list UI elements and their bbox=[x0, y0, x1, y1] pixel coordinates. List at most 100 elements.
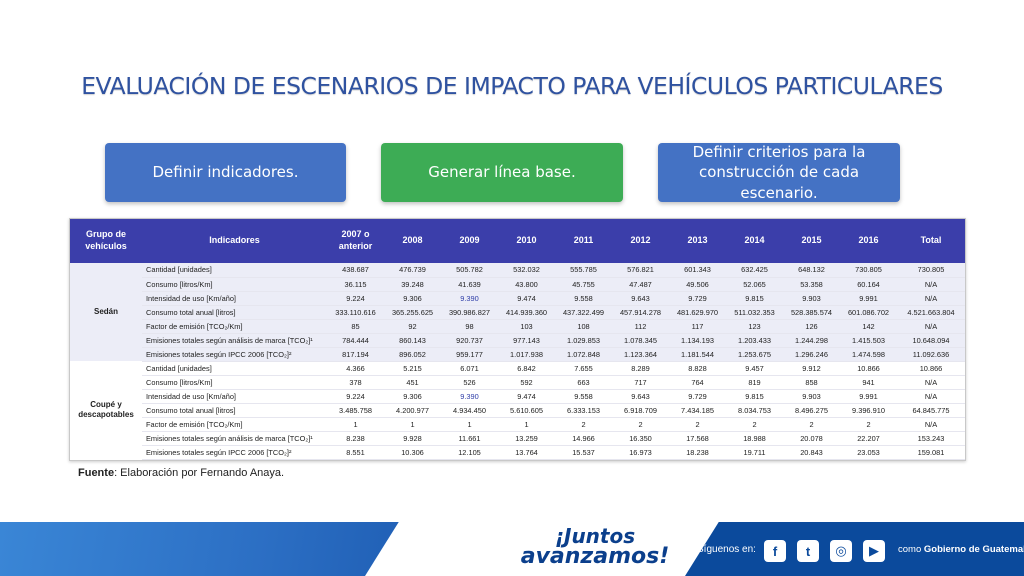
youtube-icon[interactable]: ▶ bbox=[863, 540, 885, 562]
twitter-icon[interactable]: t bbox=[797, 540, 819, 562]
col-header-2013: 2013 bbox=[669, 219, 726, 263]
value-cell: 9.991 bbox=[840, 291, 897, 306]
value-cell: 8.828 bbox=[669, 361, 726, 376]
value-cell: 1 bbox=[498, 417, 555, 432]
value-cell: 39.248 bbox=[384, 277, 441, 292]
value-cell: 117 bbox=[669, 319, 726, 334]
value-cell: N/A bbox=[897, 319, 965, 334]
value-cell: 6.918.709 bbox=[612, 403, 669, 418]
source-label: Fuente bbox=[78, 467, 115, 479]
col-header-2011: 2011 bbox=[555, 219, 612, 263]
step-label: Generar línea base. bbox=[428, 163, 576, 182]
value-cell: 9.390 bbox=[441, 389, 498, 404]
instagram-icon[interactable]: ◎ bbox=[830, 540, 852, 562]
step-label: Definir criterios para la construcción d… bbox=[658, 142, 900, 203]
value-cell: 9.558 bbox=[555, 291, 612, 306]
value-cell: 555.785 bbox=[555, 263, 612, 278]
value-cell: 123 bbox=[726, 319, 783, 334]
step-generate-baseline: Generar línea base. bbox=[381, 143, 623, 202]
value-cell: 41.639 bbox=[441, 277, 498, 292]
table-row: Consumo [litros/Km] 378 451 526 592 663 717 764… bbox=[70, 375, 965, 390]
value-cell: 5.215 bbox=[384, 361, 441, 376]
value-cell: 6.333.153 bbox=[555, 403, 612, 418]
value-cell: 14.966 bbox=[555, 431, 612, 446]
value-cell: 4.200.977 bbox=[384, 403, 441, 418]
value-cell: 9.474 bbox=[498, 389, 555, 404]
col-header-2012: 2012 bbox=[612, 219, 669, 263]
value-cell: 8.551 bbox=[327, 445, 384, 460]
value-cell: N/A bbox=[897, 417, 965, 432]
value-cell: 9.306 bbox=[384, 389, 441, 404]
value-cell: 52.065 bbox=[726, 277, 783, 292]
table-row: Sedán Cantidad [unidades] 438.687 476.739 50… bbox=[70, 263, 965, 361]
value-cell: 9.815 bbox=[726, 291, 783, 306]
value-cell: N/A bbox=[897, 277, 965, 292]
value-cell: 1.474.598 bbox=[840, 347, 897, 362]
value-cell: 1.017.938 bbox=[498, 347, 555, 362]
value-cell: 16.973 bbox=[612, 445, 669, 460]
table-row: Consumo total anual [litros] 3.485.758 4.2… bbox=[70, 403, 965, 418]
value-cell: 1.181.544 bbox=[669, 347, 726, 362]
slogan-line1: ¡Juntos bbox=[554, 524, 636, 548]
value-cell: 112 bbox=[612, 319, 669, 334]
social-handle: como Gobierno de Guatemala bbox=[898, 544, 1024, 555]
value-cell: 860.143 bbox=[384, 333, 441, 348]
value-cell: 2 bbox=[555, 417, 612, 432]
value-cell: 1.072.848 bbox=[555, 347, 612, 362]
slide-title: EVALUACIÓN DE ESCENARIOS DE IMPACTO PARA… bbox=[81, 72, 943, 100]
value-cell: 4.521.663.804 bbox=[897, 305, 965, 320]
value-cell: 8.034.753 bbox=[726, 403, 783, 418]
facebook-icon[interactable]: f bbox=[764, 540, 786, 562]
value-cell: 20.843 bbox=[783, 445, 840, 460]
value-cell: 858 bbox=[783, 375, 840, 390]
value-cell: 53.358 bbox=[783, 277, 840, 292]
value-cell: 12.105 bbox=[441, 445, 498, 460]
value-cell: 47.487 bbox=[612, 277, 669, 292]
value-cell: 92 bbox=[384, 319, 441, 334]
table-row: Emisiones totales según análisis de marc… bbox=[70, 333, 965, 348]
value-cell: 9.912 bbox=[783, 361, 840, 376]
indicator-cell: Consumo total anual [litros] bbox=[142, 305, 327, 320]
value-cell: 1.123.364 bbox=[612, 347, 669, 362]
source-text: : Elaboración por Fernando Anaya. bbox=[114, 467, 285, 479]
value-cell: 730.805 bbox=[840, 263, 897, 278]
value-cell: 9.729 bbox=[669, 389, 726, 404]
indicator-cell: Cantidad [unidades] bbox=[142, 361, 327, 376]
value-cell: 43.800 bbox=[498, 277, 555, 292]
value-cell: 1 bbox=[441, 417, 498, 432]
value-cell: 1.134.193 bbox=[669, 333, 726, 348]
value-cell: 16.350 bbox=[612, 431, 669, 446]
col-header-group: Grupo de vehículos bbox=[70, 219, 142, 263]
table-header-row: Grupo de vehículos Indicadores 2007 o ante… bbox=[70, 219, 965, 263]
col-header-total: Total bbox=[897, 219, 965, 263]
value-cell: 920.737 bbox=[441, 333, 498, 348]
value-cell: 511.032.353 bbox=[726, 305, 783, 320]
value-cell: 9.390 bbox=[441, 291, 498, 306]
indicator-cell: Consumo total anual [litros] bbox=[142, 403, 327, 418]
value-cell: 19.711 bbox=[726, 445, 783, 460]
value-cell: 1 bbox=[384, 417, 441, 432]
value-cell: 6.842 bbox=[498, 361, 555, 376]
value-cell: 10.648.094 bbox=[897, 333, 965, 348]
value-cell: 717 bbox=[612, 375, 669, 390]
value-cell: 9.457 bbox=[726, 361, 783, 376]
value-cell: N/A bbox=[897, 375, 965, 390]
value-cell: 103 bbox=[498, 319, 555, 334]
table-row: Intensidad de uso [Km/año] 9.224 9.306 9.39… bbox=[70, 389, 965, 404]
col-header-2015: 2015 bbox=[783, 219, 840, 263]
value-cell: 414.939.360 bbox=[498, 305, 555, 320]
value-cell: 333.110.616 bbox=[327, 305, 384, 320]
value-cell: 49.506 bbox=[669, 277, 726, 292]
value-cell: N/A bbox=[897, 389, 965, 404]
value-cell: 941 bbox=[840, 375, 897, 390]
value-cell: 17.568 bbox=[669, 431, 726, 446]
value-cell: 1 bbox=[327, 417, 384, 432]
value-cell: 9.643 bbox=[612, 291, 669, 306]
value-cell: 378 bbox=[327, 375, 384, 390]
value-cell: 9.928 bbox=[384, 431, 441, 446]
social-handle-prefix: como bbox=[898, 544, 924, 555]
value-cell: N/A bbox=[897, 291, 965, 306]
emissions-table-container: Grupo de vehículos Indicadores 2007 o ante… bbox=[69, 218, 966, 461]
value-cell: 9.903 bbox=[783, 389, 840, 404]
indicator-cell: Intensidad de uso [Km/año] bbox=[142, 291, 327, 306]
